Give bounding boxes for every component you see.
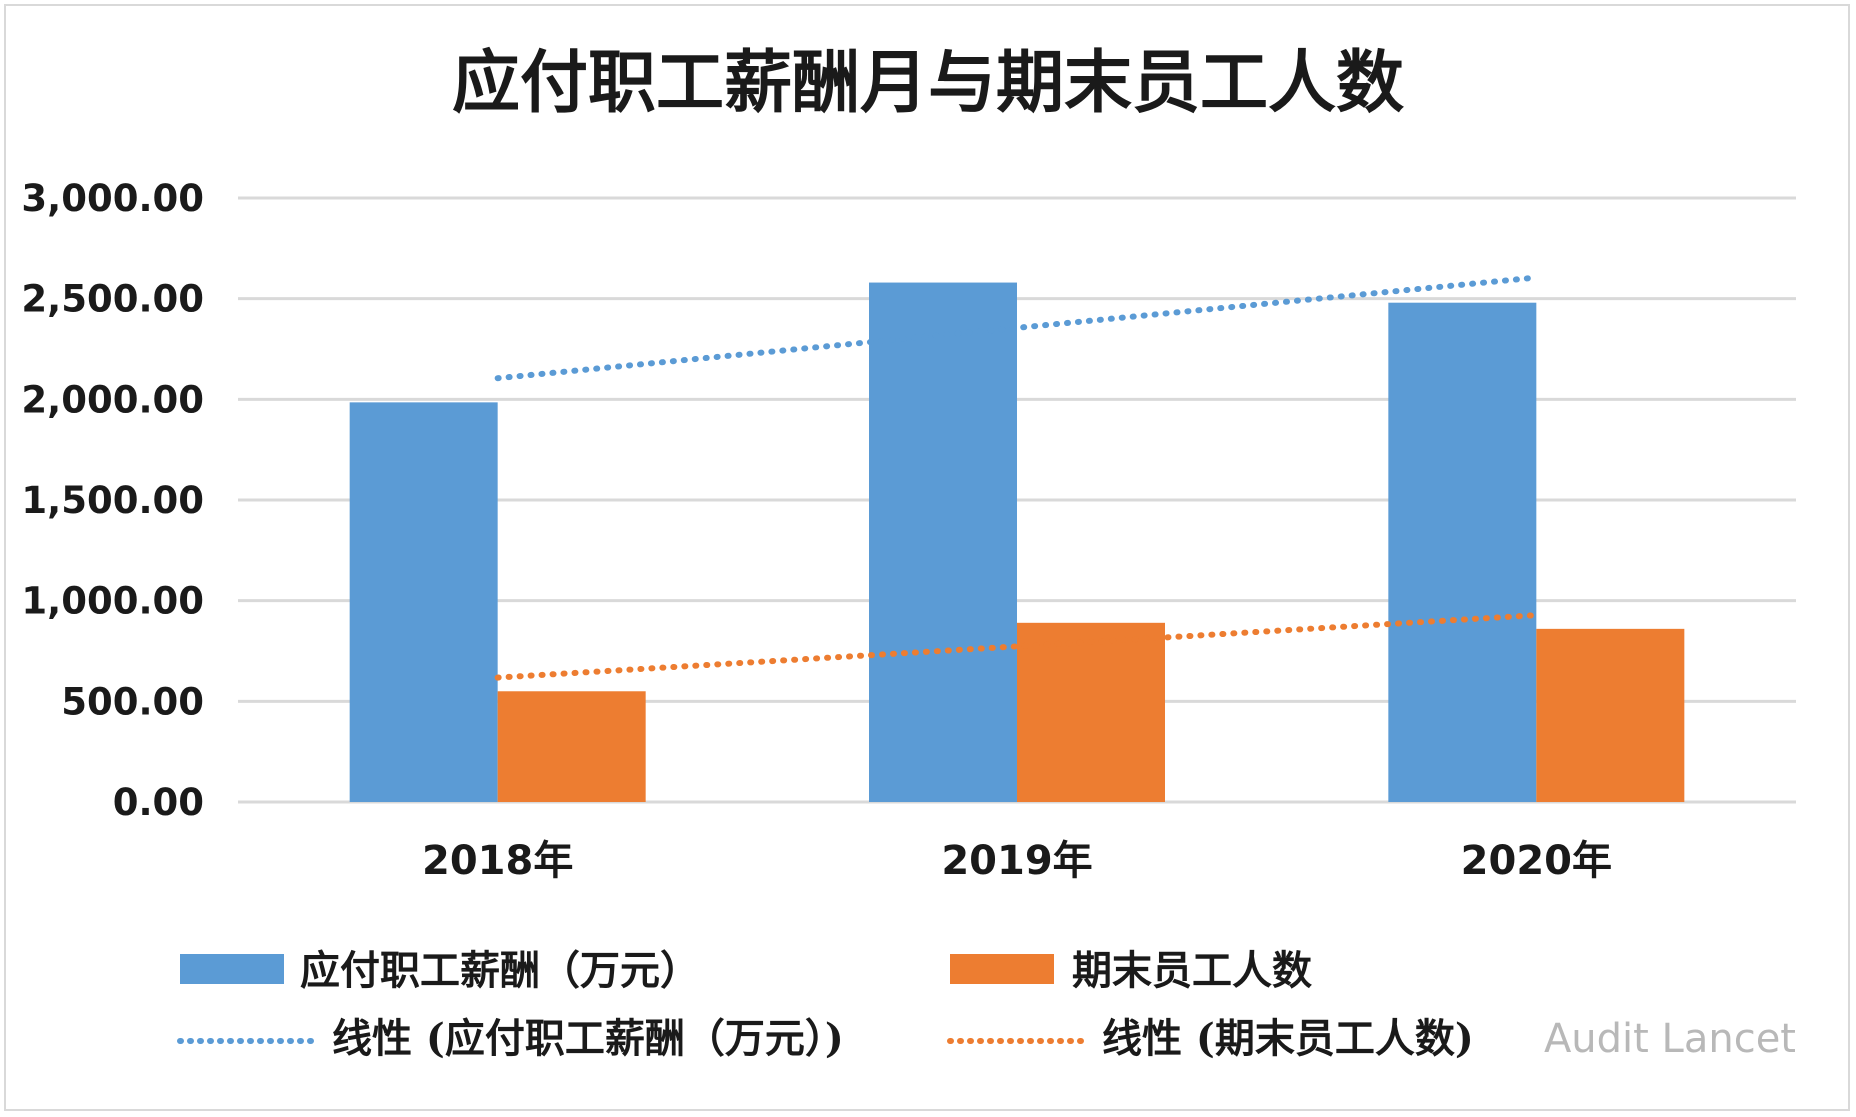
x-axis-ticks: 2018年 2019年 2020年 [422,838,1612,884]
bar-salary-2018年 [349,402,498,802]
bar-employees-2020年 [1536,628,1685,802]
trendline-employees [494,612,1540,681]
chart-title: 应付职工薪酬月与期末员工人数 [452,43,1404,123]
y-tick-label: 1,000.00 [21,580,204,623]
x-tick-label: 2018年 [422,838,573,884]
y-tick-label: 2,500.00 [21,278,204,321]
legend-label-employees-trend: 线性 (期末员工人数) [1102,1015,1474,1062]
legend-swatch-employees [950,954,1054,984]
trendline-salary [494,274,1540,382]
y-tick-label: 0.00 [113,781,204,824]
y-tick-label: 500.00 [61,680,204,723]
y-axis-ticks: 0.00 500.00 1,000.00 1,500.00 2,000.00 2,500.… [21,177,204,824]
bar-employees-2018年 [497,691,646,802]
bar-employees-2019年 [1017,622,1165,802]
bars [349,282,1685,802]
watermark-text: Audit Lancet [1544,1016,1796,1062]
y-tick-label: 1,500.00 [21,479,204,522]
y-tick-label: 3,000.00 [21,177,204,220]
legend: 应付职工薪酬（万元） 期末员工人数 线性 (应付职工薪酬（万元）) 线性 (期末… [177,947,1474,1062]
x-tick-label: 2019年 [941,838,1092,884]
bar-salary-2019年 [869,282,1017,802]
legend-label-employees: 期末员工人数 [1072,947,1312,994]
x-tick-label: 2020年 [1461,838,1612,884]
legend-label-salary-trend: 线性 (应付职工薪酬（万元）) [332,1015,844,1062]
legend-label-salary: 应付职工薪酬（万元） [300,947,700,994]
trendlines [494,274,1540,681]
bar-salary-2020年 [1388,302,1537,802]
y-tick-label: 2,000.00 [21,378,204,421]
legend-swatch-salary [180,954,284,984]
